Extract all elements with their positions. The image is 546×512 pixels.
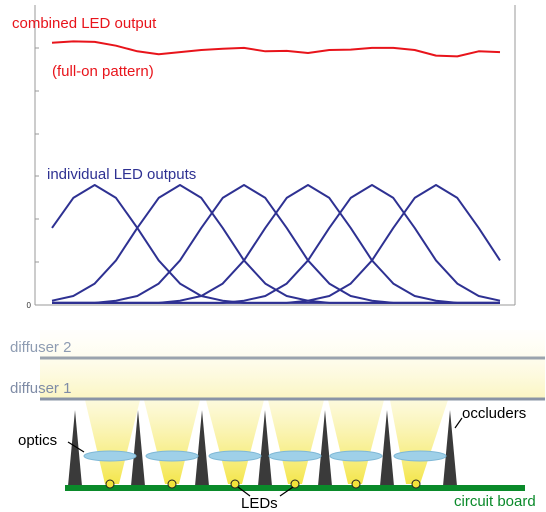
label: diffuser 2 bbox=[10, 339, 71, 356]
annotation: combined LED output bbox=[12, 15, 157, 32]
label: occluders bbox=[462, 405, 526, 422]
series-line bbox=[52, 184, 501, 304]
label: LEDs bbox=[241, 495, 278, 512]
diffused-light bbox=[40, 330, 545, 400]
label: optics bbox=[18, 432, 57, 449]
light-diagram: diffuser 2 diffuser 1 optics occluders L… bbox=[10, 330, 545, 512]
plot-frame bbox=[34, 5, 516, 306]
optics bbox=[83, 450, 447, 462]
label: circuit board bbox=[454, 493, 536, 510]
light-cones bbox=[85, 400, 448, 484]
pointers bbox=[67, 417, 463, 497]
label: diffuser 1 bbox=[10, 380, 71, 397]
y-tick-label: 0 bbox=[27, 301, 32, 310]
chart: 0 bbox=[27, 40, 501, 310]
annotation: (full-on pattern) bbox=[52, 63, 154, 80]
leds bbox=[105, 479, 421, 489]
series-line bbox=[51, 184, 500, 304]
occluders bbox=[68, 410, 457, 486]
series-line bbox=[51, 40, 501, 58]
annotation: individual LED outputs bbox=[47, 166, 196, 183]
